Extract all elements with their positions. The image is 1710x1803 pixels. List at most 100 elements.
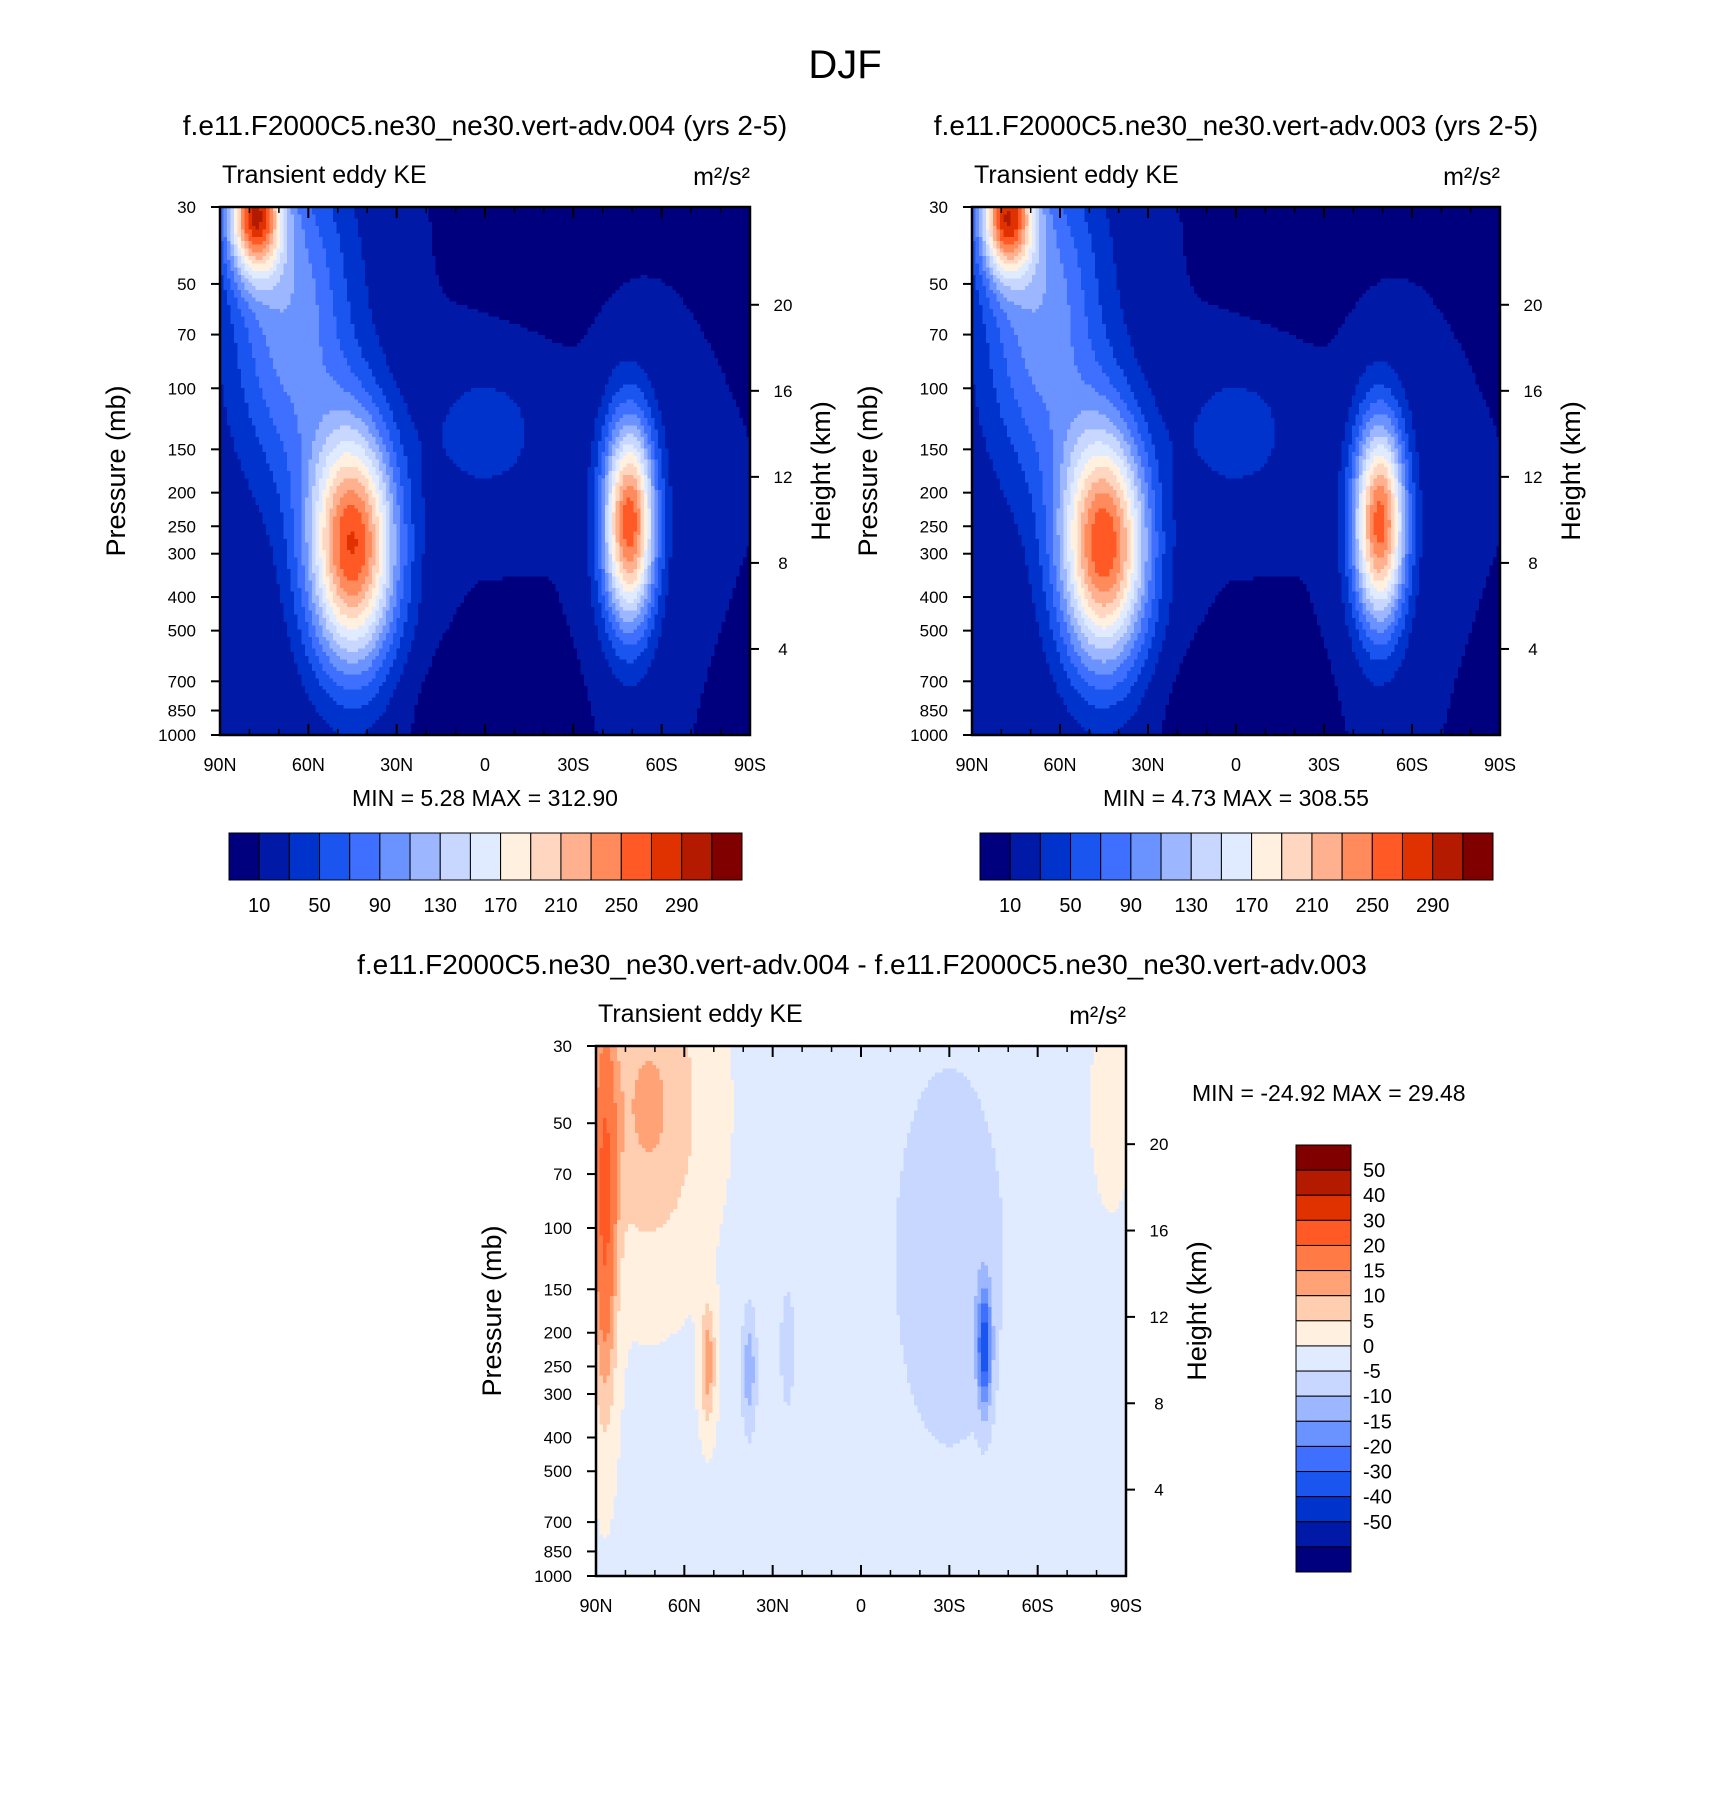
field-cell bbox=[273, 248, 277, 252]
field-cell bbox=[252, 441, 256, 445]
field-cell bbox=[262, 290, 266, 294]
field-cell bbox=[252, 686, 256, 690]
field-cell bbox=[255, 230, 259, 234]
field-cell bbox=[231, 218, 235, 222]
field-cell bbox=[231, 384, 235, 388]
field-cell bbox=[277, 343, 281, 347]
field-cell bbox=[231, 245, 235, 249]
field-cell bbox=[255, 365, 259, 369]
field-cell bbox=[277, 437, 281, 441]
field-cell bbox=[280, 316, 284, 320]
field-cell bbox=[284, 309, 288, 313]
field-cell bbox=[284, 724, 288, 728]
field-cell bbox=[269, 577, 273, 581]
field-cell bbox=[262, 426, 266, 430]
field-cell bbox=[262, 316, 266, 320]
field-cell bbox=[269, 215, 273, 219]
field-cell bbox=[241, 422, 245, 426]
field-cell bbox=[273, 324, 277, 328]
field-cell bbox=[231, 248, 235, 252]
field-cell bbox=[280, 331, 284, 335]
field-cell bbox=[280, 716, 284, 720]
field-cell bbox=[252, 709, 256, 713]
field-cell bbox=[234, 716, 238, 720]
field-cell bbox=[269, 414, 273, 418]
field-cell bbox=[231, 512, 235, 516]
field-cell bbox=[269, 339, 273, 343]
field-cell bbox=[252, 437, 256, 441]
field-cell bbox=[277, 562, 281, 566]
field-cell bbox=[227, 301, 231, 305]
field-cell bbox=[241, 475, 245, 479]
field-cell bbox=[262, 641, 266, 645]
field-cell bbox=[227, 482, 231, 486]
field-cell bbox=[277, 267, 281, 271]
field-cell bbox=[241, 347, 245, 351]
field-cell bbox=[252, 384, 256, 388]
field-cell bbox=[238, 305, 242, 309]
field-cell bbox=[284, 611, 288, 615]
field-cell bbox=[224, 471, 228, 475]
field-cell bbox=[252, 411, 256, 415]
field-cell bbox=[245, 403, 249, 407]
field-cell bbox=[241, 697, 245, 701]
field-cell bbox=[224, 350, 228, 354]
field-cell bbox=[266, 275, 270, 279]
field-cell bbox=[266, 328, 270, 332]
field-cell bbox=[234, 614, 238, 618]
field-cell bbox=[241, 377, 245, 381]
field-cell bbox=[273, 380, 277, 384]
field-cell bbox=[269, 377, 273, 381]
field-cell bbox=[252, 724, 256, 728]
field-cell bbox=[280, 271, 284, 275]
field-cell bbox=[262, 588, 266, 592]
field-cell bbox=[241, 543, 245, 547]
field-cell bbox=[277, 377, 281, 381]
field-cell bbox=[245, 331, 249, 335]
field-cell bbox=[245, 309, 249, 313]
field-cell bbox=[255, 456, 259, 460]
field-cell bbox=[266, 558, 270, 562]
field-cell bbox=[238, 626, 242, 630]
field-cell bbox=[277, 301, 281, 305]
field-cell bbox=[287, 528, 291, 532]
field-cell bbox=[252, 211, 256, 215]
field-cell bbox=[259, 460, 263, 464]
field-cell bbox=[269, 709, 273, 713]
field-cell bbox=[287, 554, 291, 558]
field-cell bbox=[255, 614, 259, 618]
field-cell bbox=[252, 611, 256, 615]
field-cell bbox=[231, 497, 235, 501]
field-cell bbox=[259, 218, 263, 222]
field-cell bbox=[227, 569, 231, 573]
field-cell bbox=[284, 324, 288, 328]
field-cell bbox=[255, 524, 259, 528]
field-cell bbox=[245, 241, 249, 245]
field-cell bbox=[238, 531, 242, 535]
field-cell bbox=[280, 682, 284, 686]
field-cell bbox=[259, 388, 263, 392]
field-cell bbox=[234, 546, 238, 550]
field-cell bbox=[234, 377, 238, 381]
field-cell bbox=[266, 501, 270, 505]
field-cell bbox=[284, 233, 288, 237]
field-cell bbox=[262, 403, 266, 407]
field-cell bbox=[284, 369, 288, 373]
field-cell bbox=[284, 603, 288, 607]
field-cell bbox=[241, 358, 245, 362]
field-cell bbox=[284, 682, 288, 686]
field-cell bbox=[227, 626, 231, 630]
field-cell bbox=[241, 339, 245, 343]
field-cell bbox=[262, 580, 266, 584]
field-cell bbox=[277, 501, 281, 505]
field-cell bbox=[262, 226, 266, 230]
field-cell bbox=[224, 539, 228, 543]
field-cell bbox=[269, 248, 273, 252]
field-cell bbox=[238, 637, 242, 641]
field-cell bbox=[284, 222, 288, 226]
field-cell bbox=[284, 652, 288, 656]
field-cell bbox=[252, 524, 256, 528]
field-cell bbox=[287, 584, 291, 588]
field-cell bbox=[273, 230, 277, 234]
field-cell bbox=[262, 335, 266, 339]
